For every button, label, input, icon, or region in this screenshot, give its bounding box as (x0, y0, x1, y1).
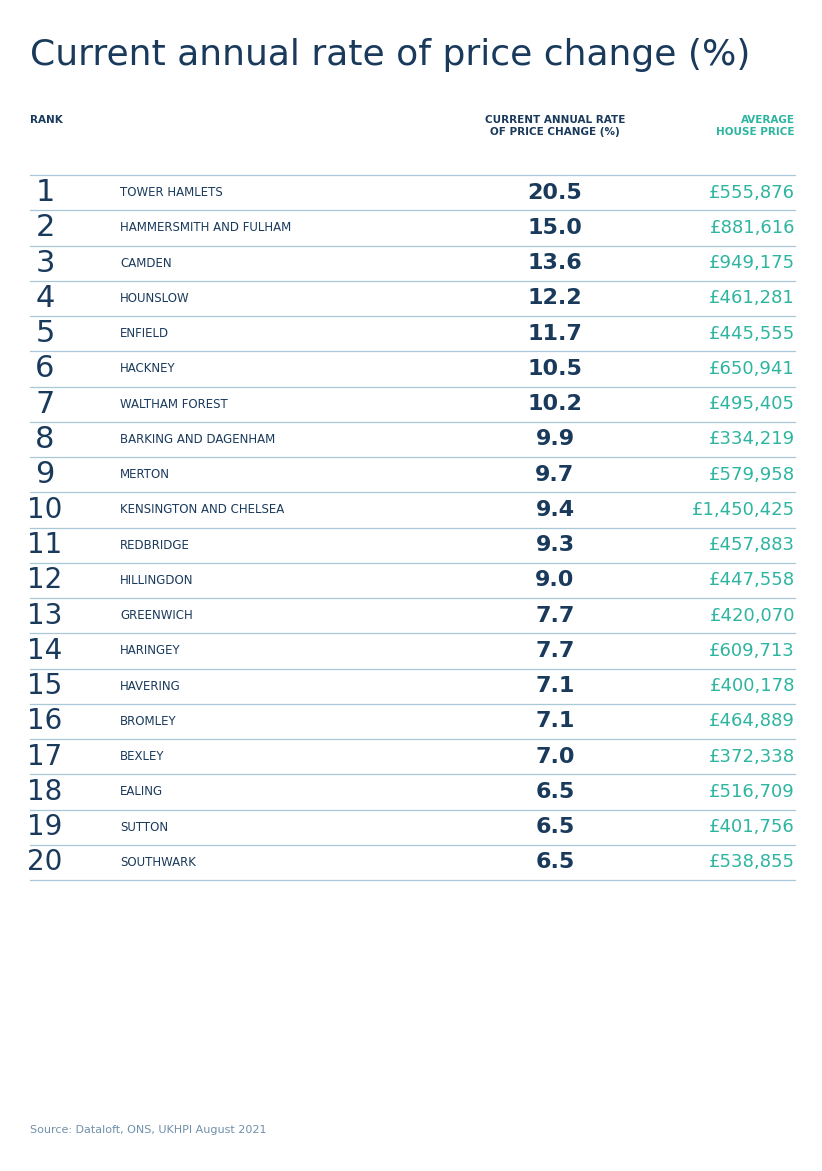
Text: 10.5: 10.5 (528, 358, 583, 379)
Text: 7.1: 7.1 (535, 676, 575, 696)
Text: 10.2: 10.2 (528, 395, 583, 415)
Text: £555,876: £555,876 (709, 184, 795, 201)
Text: SUTTON: SUTTON (120, 821, 169, 834)
Text: 9.0: 9.0 (535, 570, 575, 590)
Text: 11: 11 (27, 532, 62, 559)
Text: 19: 19 (27, 813, 62, 841)
Text: GREENWICH: GREENWICH (120, 609, 192, 622)
Text: 12.2: 12.2 (528, 288, 582, 308)
Text: £461,281: £461,281 (709, 289, 795, 307)
Text: 20.5: 20.5 (528, 183, 582, 203)
Text: £447,558: £447,558 (709, 571, 795, 589)
Text: £464,889: £464,889 (709, 712, 795, 731)
Text: 15: 15 (27, 672, 62, 700)
Text: 7.0: 7.0 (535, 747, 575, 767)
Text: BEXLEY: BEXLEY (120, 751, 164, 763)
Text: 17: 17 (27, 742, 62, 771)
Text: BARKING AND DAGENHAM: BARKING AND DAGENHAM (120, 433, 275, 446)
Text: AVERAGE
HOUSE PRICE: AVERAGE HOUSE PRICE (717, 115, 795, 137)
Text: CAMDEN: CAMDEN (120, 256, 172, 269)
Text: £538,855: £538,855 (709, 854, 795, 871)
Text: £420,070: £420,070 (709, 607, 795, 624)
Text: 6.5: 6.5 (535, 782, 575, 802)
Text: RANK: RANK (30, 115, 62, 125)
Text: Current annual rate of price change (%): Current annual rate of price change (%) (30, 37, 750, 71)
Text: HILLINGDON: HILLINGDON (120, 574, 193, 587)
Text: 1: 1 (35, 178, 55, 207)
Text: 7.7: 7.7 (535, 605, 575, 625)
Text: £372,338: £372,338 (709, 747, 795, 766)
Text: CURRENT ANNUAL RATE
OF PRICE CHANGE (%): CURRENT ANNUAL RATE OF PRICE CHANGE (%) (485, 115, 626, 137)
Text: BROMLEY: BROMLEY (120, 714, 177, 728)
Text: 13: 13 (27, 602, 62, 630)
Text: SOUTHWARK: SOUTHWARK (120, 856, 196, 869)
Text: 6.5: 6.5 (535, 852, 575, 872)
Text: £495,405: £495,405 (709, 395, 795, 413)
Text: 5: 5 (35, 320, 55, 348)
Text: 7: 7 (35, 390, 55, 418)
Text: TOWER HAMLETS: TOWER HAMLETS (120, 186, 223, 199)
Text: 16: 16 (27, 707, 62, 735)
Text: HAVERING: HAVERING (120, 679, 181, 692)
Text: £334,219: £334,219 (709, 431, 795, 448)
Text: 6.5: 6.5 (535, 817, 575, 837)
Text: 2: 2 (35, 213, 55, 242)
Text: Source: Dataloft, ONS, UKHPI August 2021: Source: Dataloft, ONS, UKHPI August 2021 (30, 1125, 266, 1135)
Text: 9.7: 9.7 (535, 465, 575, 485)
Text: £457,883: £457,883 (709, 536, 795, 554)
Text: KENSINGTON AND CHELSEA: KENSINGTON AND CHELSEA (120, 504, 284, 516)
Text: 11.7: 11.7 (528, 323, 583, 343)
Text: MERTON: MERTON (120, 468, 170, 481)
Text: 3: 3 (35, 248, 55, 278)
Text: 13.6: 13.6 (528, 253, 582, 273)
Text: £609,713: £609,713 (709, 642, 795, 660)
Text: HARINGEY: HARINGEY (120, 644, 181, 657)
Text: 9.4: 9.4 (535, 500, 575, 520)
Text: WALTHAM FOREST: WALTHAM FOREST (120, 398, 228, 411)
Text: £516,709: £516,709 (709, 783, 795, 801)
Text: £400,178: £400,178 (709, 677, 795, 696)
Text: 14: 14 (27, 637, 62, 665)
Text: 10: 10 (27, 495, 62, 523)
Text: £1,450,425: £1,450,425 (692, 501, 795, 519)
Text: HOUNSLOW: HOUNSLOW (120, 292, 190, 304)
Text: £650,941: £650,941 (709, 359, 795, 378)
Text: 20: 20 (27, 848, 62, 876)
Text: £445,555: £445,555 (709, 324, 795, 343)
Text: HACKNEY: HACKNEY (120, 362, 176, 376)
Text: 8: 8 (35, 425, 55, 454)
Text: 15.0: 15.0 (528, 218, 583, 238)
Text: £401,756: £401,756 (709, 819, 795, 836)
Text: 9.9: 9.9 (535, 430, 575, 450)
Text: 4: 4 (35, 283, 55, 313)
Text: 9: 9 (35, 460, 55, 489)
Text: EALING: EALING (120, 786, 163, 799)
Text: £579,958: £579,958 (709, 466, 795, 484)
Text: REDBRIDGE: REDBRIDGE (120, 539, 190, 552)
Text: 6: 6 (35, 355, 55, 383)
Text: £949,175: £949,175 (709, 254, 795, 272)
Text: 7.7: 7.7 (535, 641, 575, 660)
Text: ENFIELD: ENFIELD (120, 327, 169, 340)
Text: £881,616: £881,616 (709, 219, 795, 237)
Text: HAMMERSMITH AND FULHAM: HAMMERSMITH AND FULHAM (120, 221, 291, 234)
Text: 12: 12 (27, 567, 62, 595)
Text: 7.1: 7.1 (535, 711, 575, 732)
Text: 9.3: 9.3 (535, 535, 575, 555)
Text: 18: 18 (27, 778, 62, 806)
